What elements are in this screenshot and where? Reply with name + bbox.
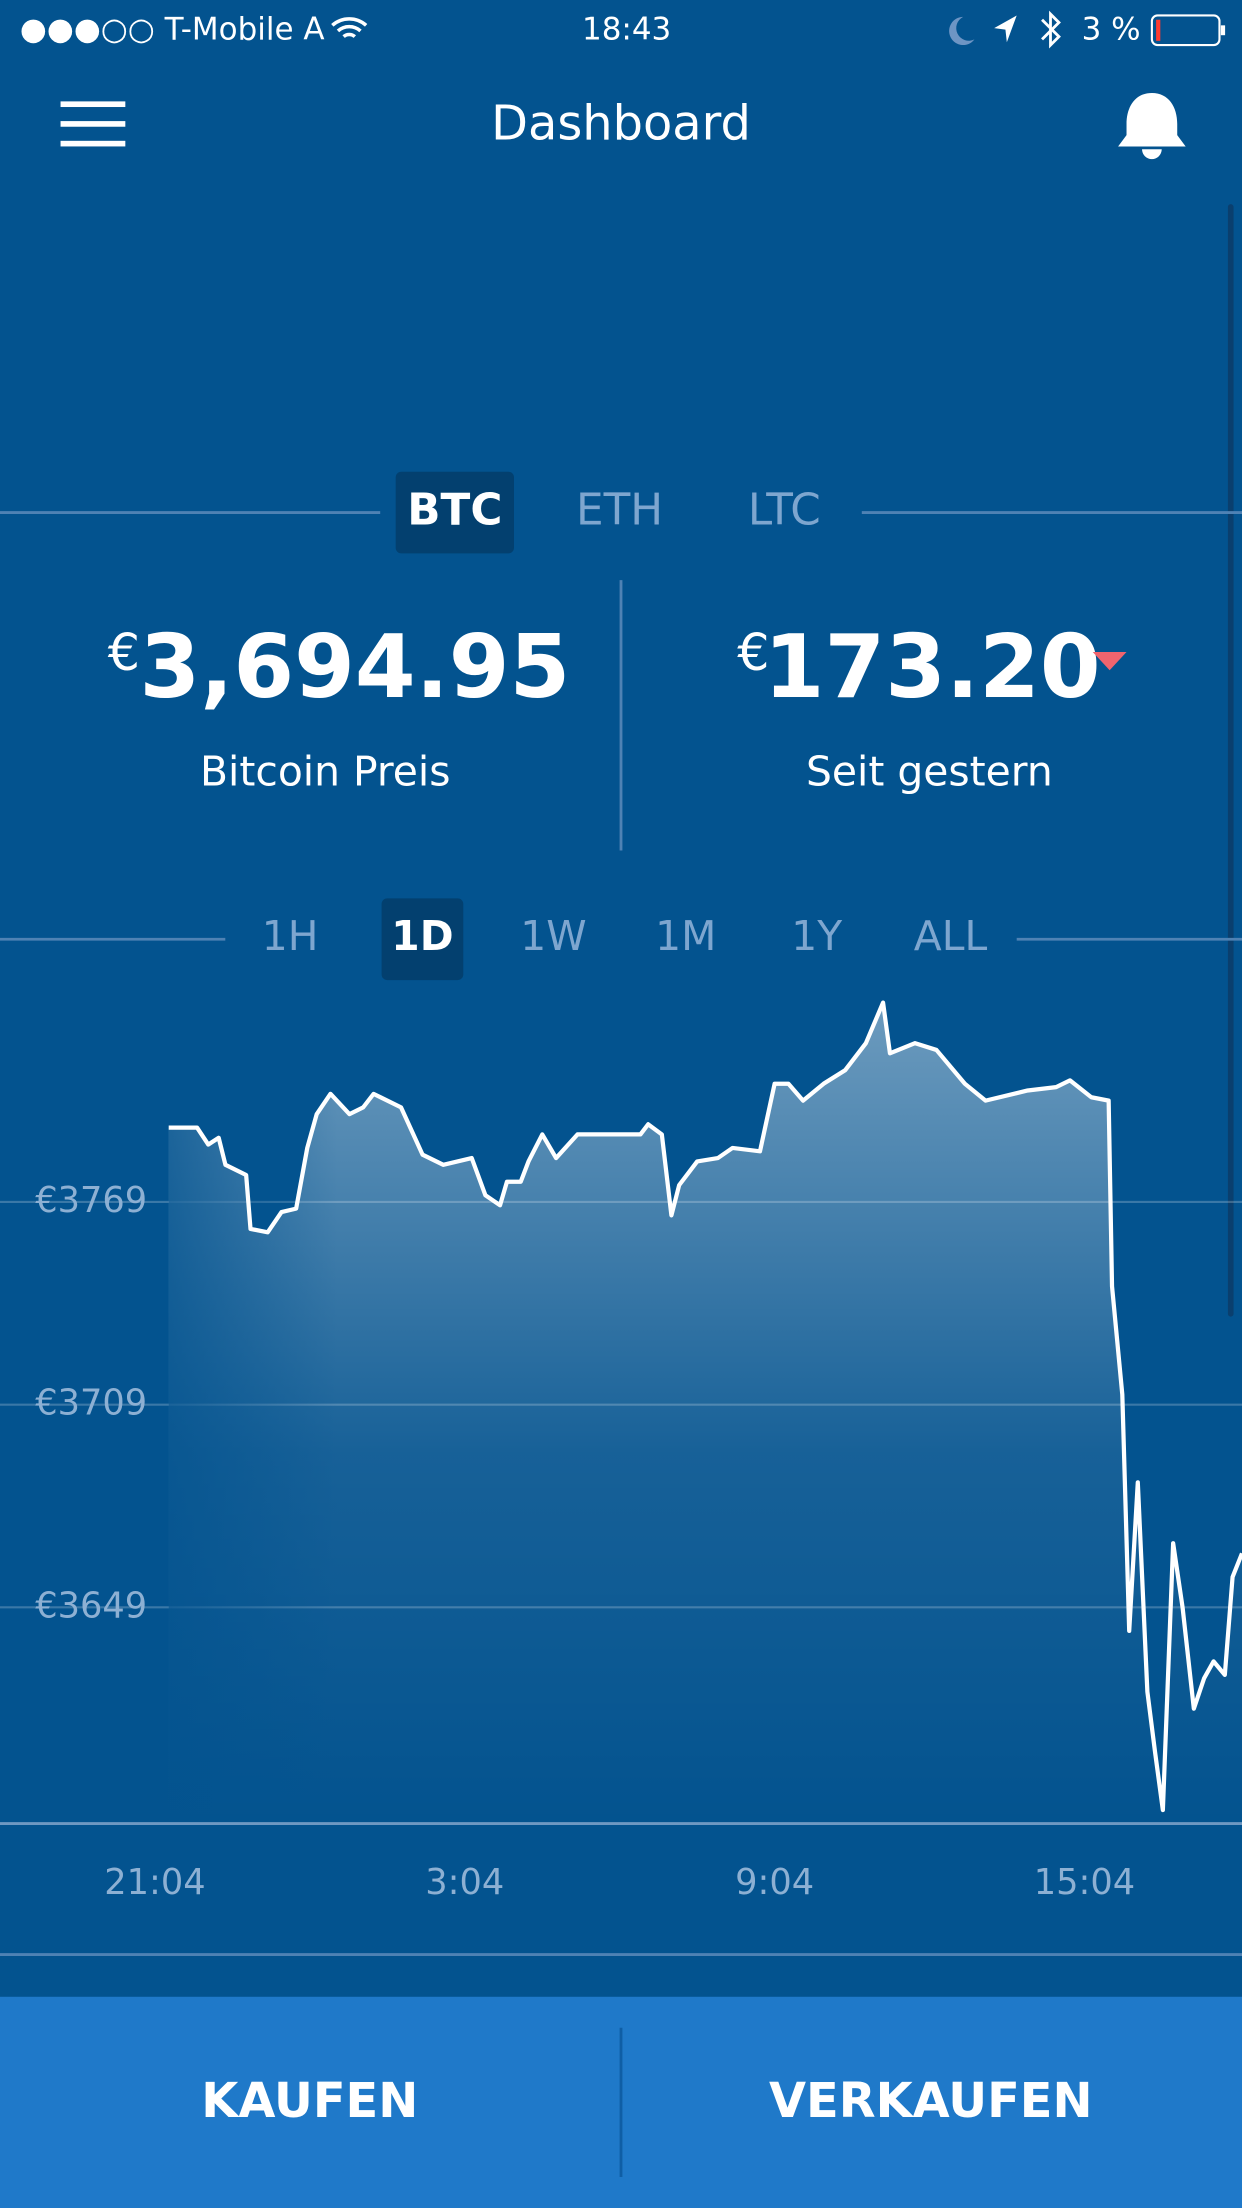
tab-label: LTC <box>748 485 821 536</box>
scrollbar <box>1227 204 1234 1317</box>
bell-icon <box>1118 92 1186 160</box>
price-currency: € <box>108 623 140 682</box>
buy-button[interactable]: KAUFEN <box>201 2074 418 2129</box>
tab[interactable]: 1Y <box>791 912 843 960</box>
x-tick-label: 3:04 <box>425 1862 504 1903</box>
tab-selected-bg <box>395 471 514 554</box>
moon-icon <box>949 16 975 46</box>
tab[interactable]: 1M <box>655 912 716 960</box>
x-tick-label: 21:04 <box>104 1862 205 1903</box>
x-tick-label: 15:04 <box>1034 1862 1135 1903</box>
change-down-arrow <box>1092 651 1127 671</box>
menu-bar <box>60 121 126 127</box>
sell-label: VERKAUFEN <box>769 2074 1093 2129</box>
tab-label: 1M <box>655 912 716 960</box>
y-tick-label: €3769 <box>35 1180 147 1221</box>
price-amount: 3,694.95 <box>139 616 570 718</box>
tab-label: BTC <box>407 485 502 536</box>
area-fade <box>168 985 338 1824</box>
bluetooth-icon <box>1041 10 1061 49</box>
menu-bar <box>60 140 126 147</box>
y-tick-label: €3649 <box>35 1585 147 1626</box>
tab[interactable]: ALL <box>914 912 988 960</box>
change-label: Seit gestern <box>806 747 1053 795</box>
tab-label: 1Y <box>791 912 843 960</box>
tab-label: 1H <box>262 912 319 960</box>
header-title: Dashboard <box>491 97 751 152</box>
menu-bar <box>60 101 126 108</box>
wifi-icon <box>331 17 368 39</box>
menu-button[interactable] <box>60 101 126 147</box>
change-currency: € <box>737 623 769 682</box>
battery-level <box>1156 19 1161 41</box>
battery-text: 3 % <box>1082 11 1141 47</box>
battery-tip <box>1220 25 1226 36</box>
tab-label: ALL <box>914 912 988 960</box>
tab[interactable]: ETH <box>576 485 663 536</box>
price-line <box>168 1000 1242 1813</box>
tab[interactable]: BTC <box>395 471 514 554</box>
y-tick-label: €3709 <box>35 1383 147 1424</box>
change-amount: 173.20 <box>764 616 1101 718</box>
tab[interactable]: 1W <box>520 912 586 960</box>
tab-selected-bg <box>381 898 464 981</box>
clock: 18:43 <box>582 11 671 47</box>
price-chart: €3649 €3709 €3769 21:04 3:04 9:04 15:04 <box>0 985 1242 1903</box>
tab[interactable]: 1D <box>381 898 464 981</box>
notification-button[interactable] <box>1118 92 1186 160</box>
x-tick-label: 9:04 <box>735 1862 814 1903</box>
tab[interactable]: 1H <box>262 912 319 960</box>
location-icon <box>994 15 1017 43</box>
line-area <box>168 1002 1242 1824</box>
sell-button[interactable]: VERKAUFEN <box>769 2074 1093 2129</box>
battery-icon <box>1150 14 1221 47</box>
tab-label: 1W <box>520 912 586 960</box>
tab[interactable]: LTC <box>748 485 821 536</box>
price-label: Bitcoin Preis <box>200 747 451 795</box>
tab-label: ETH <box>576 485 663 536</box>
buy-label: KAUFEN <box>201 2074 418 2129</box>
carrier: ●●●○○ T-Mobile A <box>20 11 325 47</box>
tab-label: 1D <box>391 912 453 960</box>
